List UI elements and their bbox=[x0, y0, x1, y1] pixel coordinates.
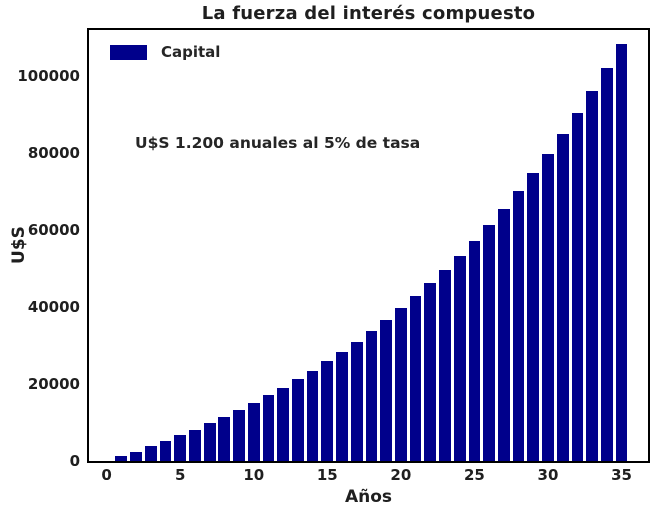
bar-year-28 bbox=[512, 191, 525, 461]
x-tick-label-0: 0 bbox=[101, 466, 112, 484]
bar-year-15 bbox=[321, 361, 334, 461]
x-tick-label-5: 5 bbox=[174, 466, 186, 484]
y-tick-label-0: 0 bbox=[69, 452, 80, 470]
bar-year-17 bbox=[350, 341, 363, 461]
x-tick-label-20: 20 bbox=[390, 466, 412, 484]
bar-year-10 bbox=[247, 402, 260, 461]
bar-year-6 bbox=[189, 429, 201, 461]
x-tick-label-25: 25 bbox=[463, 466, 485, 484]
bar-year-35 bbox=[615, 43, 628, 461]
plot-area: Capital U$S 1.200 anuales al 5% de tasa bbox=[87, 28, 650, 463]
bar-year-33 bbox=[586, 91, 598, 461]
bar-year-18 bbox=[365, 331, 378, 461]
bar-year-20 bbox=[394, 308, 407, 461]
bar-year-4 bbox=[159, 441, 172, 461]
bar-year-1 bbox=[115, 456, 128, 461]
bar-year-26 bbox=[483, 224, 495, 461]
bar-year-8 bbox=[218, 416, 231, 461]
bar-year-13 bbox=[292, 379, 304, 461]
bar-year-9 bbox=[233, 410, 245, 461]
bar-year-12 bbox=[277, 387, 290, 461]
y-tick-label-100000: 100000 bbox=[17, 67, 80, 86]
x-tick-label-30: 30 bbox=[537, 466, 559, 484]
bar-year-3 bbox=[144, 446, 157, 461]
x-axis-label: Años bbox=[344, 487, 393, 507]
bar-year-16 bbox=[336, 351, 348, 461]
x-tick-label-15: 15 bbox=[316, 466, 338, 484]
bar-year-23 bbox=[439, 269, 451, 461]
x-tick-label-35: 35 bbox=[611, 466, 632, 484]
bar-year-14 bbox=[306, 370, 319, 461]
bar-year-25 bbox=[468, 240, 481, 461]
bar-year-30 bbox=[542, 154, 554, 461]
legend-swatch-capital bbox=[110, 44, 147, 60]
bar-year-21 bbox=[409, 296, 422, 461]
bar-year-7 bbox=[203, 423, 216, 461]
bar-year-29 bbox=[527, 173, 540, 461]
chart-title: La fuerza del interés compuesto bbox=[201, 3, 536, 24]
y-tick-label-40000: 40000 bbox=[27, 298, 80, 317]
legend: Capital bbox=[110, 43, 220, 61]
legend-label-capital: Capital bbox=[161, 43, 221, 61]
y-tick-label-20000: 20000 bbox=[27, 375, 80, 394]
x-tick-label-10: 10 bbox=[243, 466, 265, 484]
bar-year-19 bbox=[380, 319, 393, 461]
bar-year-32 bbox=[571, 113, 584, 461]
bar-year-11 bbox=[262, 395, 275, 461]
y-tick-label-80000: 80000 bbox=[27, 144, 80, 163]
bars-container bbox=[89, 30, 648, 461]
bar-year-31 bbox=[556, 134, 569, 461]
bar-year-34 bbox=[600, 68, 613, 461]
bar-year-22 bbox=[424, 283, 437, 461]
bar-year-27 bbox=[497, 208, 510, 461]
annotation-text: U$S 1.200 anuales al 5% de tasa bbox=[135, 134, 421, 152]
y-tick-label-60000: 60000 bbox=[27, 221, 80, 240]
bar-year-5 bbox=[174, 435, 187, 461]
bar-year-24 bbox=[453, 255, 466, 461]
bar-year-2 bbox=[130, 451, 142, 461]
